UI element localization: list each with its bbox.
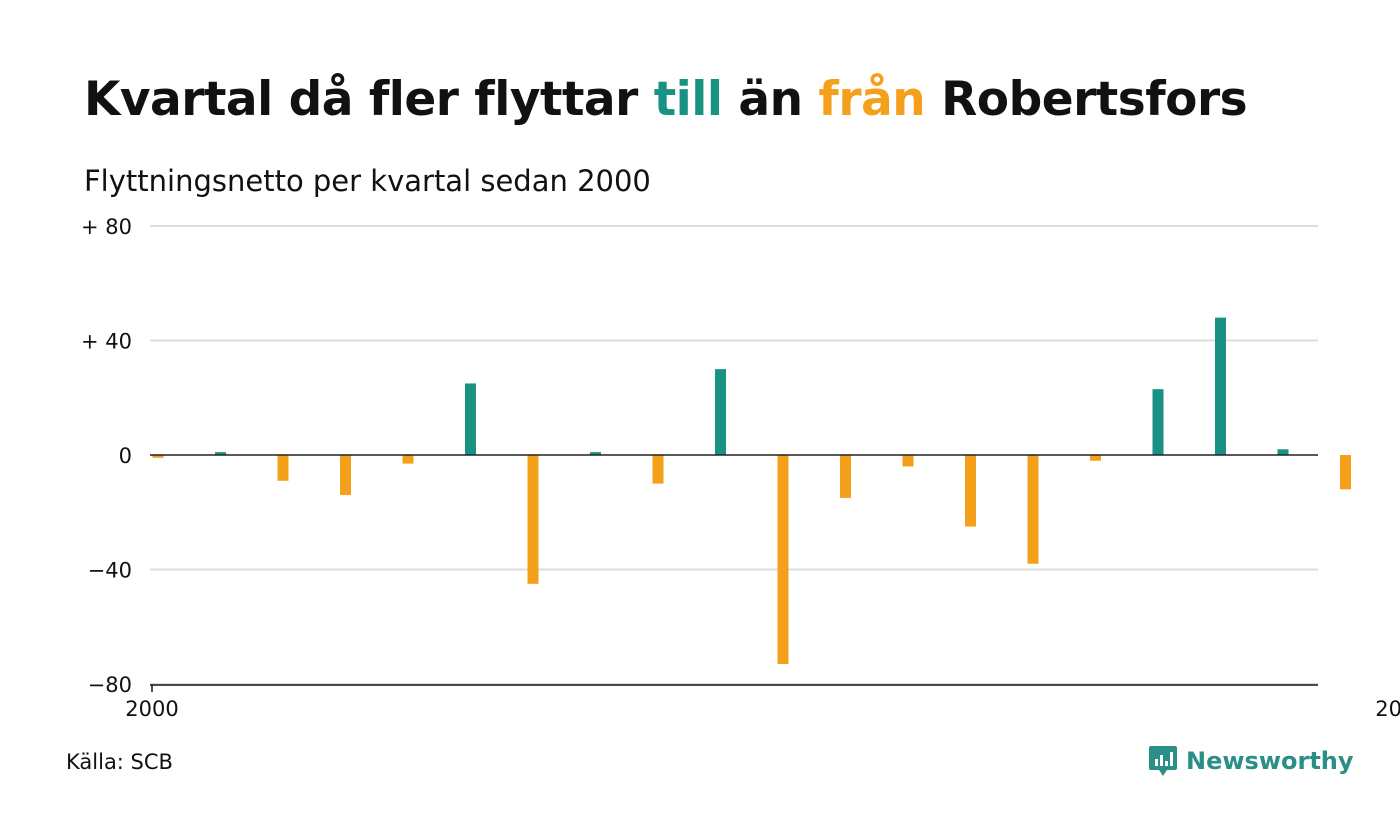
bar-negative [527, 455, 539, 584]
source-label: Källa: SCB [66, 750, 173, 774]
bar-positive [715, 369, 726, 455]
newsworthy-logo[interactable]: Newsworthy [1148, 744, 1354, 778]
bar-positive [215, 452, 226, 455]
bar-negative [1027, 455, 1039, 564]
bar-positive [1277, 449, 1289, 455]
bar-negative [1090, 455, 1101, 461]
bar-negative [402, 455, 414, 464]
title-part-2: än [722, 72, 819, 127]
y-tick-label: + 80 [81, 215, 132, 239]
y-tick-label: −80 [88, 673, 132, 697]
bar-positive [1215, 317, 1226, 455]
y-tick-label: + 40 [81, 330, 132, 354]
bar-negative [1340, 455, 1351, 490]
y-tick-label: −40 [88, 559, 132, 583]
bar-positive [590, 452, 601, 455]
bar-positive [465, 383, 476, 455]
bar-negative [652, 455, 664, 484]
chart-title: Kvartal då fler flyttar till än från Rob… [84, 72, 1248, 127]
title-highlight-fran: från [818, 72, 926, 127]
bar-negative [777, 455, 789, 664]
bar-negative [277, 455, 289, 481]
bar-negative [840, 455, 851, 498]
bar-negative [152, 455, 164, 458]
newsworthy-chart-bubble-icon [1149, 746, 1177, 776]
x-tick-label: 2005 [1375, 697, 1400, 721]
bar-negative [340, 455, 351, 496]
bar-negative [965, 455, 976, 527]
y-tick-label: 0 [119, 444, 132, 468]
title-part-1: Kvartal då fler flyttar [84, 72, 654, 127]
logo-text: Newsworthy [1186, 747, 1354, 775]
bar-negative [902, 455, 914, 467]
title-highlight-till: till [653, 72, 723, 127]
bar-positive [1152, 389, 1164, 455]
x-tick-label: 2000 [125, 697, 178, 721]
chart-subtitle: Flyttningsnetto per kvartal sedan 2000 [84, 164, 651, 198]
title-part-3: Robertsfors [925, 72, 1248, 127]
